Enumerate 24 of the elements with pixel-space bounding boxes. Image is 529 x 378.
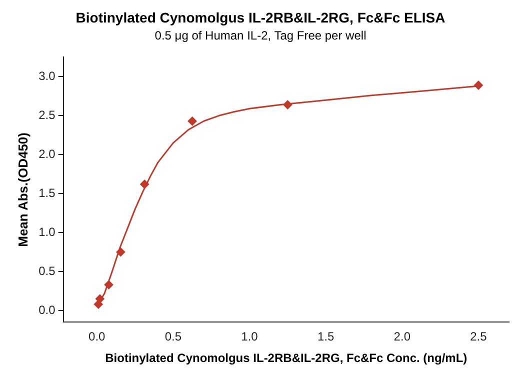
y-tick-label: 0.5 [38,264,56,278]
chart-subtitle: 0.5 μg of Human IL-2, Tag Free per well [154,28,366,42]
y-tick-label: 0.0 [38,302,56,317]
chart-title: Biotinylated Cynomolgus IL-2RB&IL-2RG, Fc&Fc ELISA [76,9,446,26]
y-axis-title: Mean Abs.(OD450) [15,132,30,247]
y-tick-label: 1.0 [38,224,56,239]
x-tick-label: 2.5 [470,330,488,344]
point [283,100,292,110]
x-tick-label: 0.5 [164,330,182,344]
point [116,248,126,257]
y-tick-label: 2.0 [38,146,56,161]
point [95,294,104,304]
y-tick-label: 2.5 [38,108,56,122]
y-tick-label: 3.0 [38,69,56,83]
y-tick-label: 1.5 [38,186,56,200]
point [188,116,197,126]
point [104,280,114,290]
point [474,80,483,90]
x-tick-label: 0.0 [88,330,106,344]
x-tick-label: 1.0 [241,330,258,344]
point [140,180,150,189]
x-tick-label: 2.0 [394,330,411,344]
x-axis-title: Biotinylated Cynomolgus IL-2RB&IL-2RG, Fc&Fc Conc. (ng/mL) [105,351,468,366]
x-tick-label: 1.5 [317,330,334,344]
